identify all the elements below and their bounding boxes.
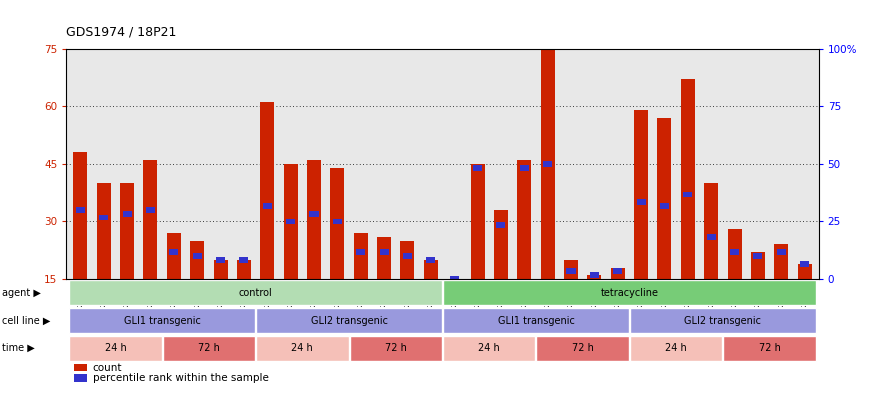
Bar — [377, 237, 391, 279]
Bar — [777, 249, 786, 255]
Bar — [286, 219, 296, 224]
Bar — [634, 110, 648, 279]
Bar — [427, 257, 435, 263]
Bar — [239, 257, 249, 263]
Bar — [69, 336, 162, 360]
Bar — [216, 257, 225, 263]
Bar — [190, 241, 204, 279]
Bar — [730, 249, 739, 255]
Text: GLI2 transgenic: GLI2 transgenic — [311, 315, 388, 326]
Bar — [283, 164, 297, 279]
Bar — [536, 336, 629, 360]
Text: agent ▶: agent ▶ — [2, 288, 41, 298]
Bar — [73, 375, 88, 382]
Text: 72 h: 72 h — [385, 343, 407, 353]
Bar — [143, 160, 158, 279]
Bar — [263, 203, 272, 209]
Text: 72 h: 72 h — [198, 343, 219, 353]
Bar — [494, 210, 508, 279]
Text: cell line ▶: cell line ▶ — [2, 315, 50, 326]
Text: tetracycline: tetracycline — [600, 288, 658, 298]
Bar — [564, 260, 578, 279]
Bar — [330, 168, 344, 279]
Bar — [471, 164, 485, 279]
Bar — [706, 234, 716, 240]
Text: percentile rank within the sample: percentile rank within the sample — [93, 373, 268, 383]
Bar — [613, 269, 622, 274]
Bar — [99, 215, 108, 220]
Text: GLI1 transgenic: GLI1 transgenic — [124, 315, 201, 326]
Bar — [704, 183, 718, 279]
Bar — [473, 165, 482, 171]
Bar — [69, 308, 255, 333]
Bar — [683, 192, 692, 197]
Bar — [356, 249, 366, 255]
Bar — [333, 219, 342, 224]
Bar — [660, 203, 669, 209]
Bar — [73, 364, 88, 371]
Bar — [96, 183, 111, 279]
Bar — [443, 280, 816, 305]
Bar — [496, 222, 505, 228]
Bar — [350, 336, 442, 360]
Text: 24 h: 24 h — [479, 343, 500, 353]
Bar — [681, 79, 695, 279]
Bar — [69, 280, 442, 305]
Bar — [800, 261, 809, 266]
Bar — [120, 183, 135, 279]
Bar — [354, 233, 368, 279]
Bar — [237, 260, 251, 279]
Bar — [636, 199, 646, 205]
Bar — [403, 253, 412, 259]
Bar — [797, 264, 812, 279]
Text: 24 h: 24 h — [291, 343, 313, 353]
Bar — [443, 308, 629, 333]
Bar — [517, 160, 531, 279]
Bar — [163, 336, 255, 360]
Bar — [146, 207, 155, 213]
Bar — [213, 260, 227, 279]
Bar — [566, 269, 575, 274]
Bar — [727, 229, 742, 279]
Bar — [73, 152, 88, 279]
Bar — [588, 275, 602, 279]
Bar — [450, 276, 458, 282]
Text: control: control — [239, 288, 273, 298]
Bar — [76, 207, 85, 213]
Bar — [589, 272, 599, 278]
Bar — [256, 336, 349, 360]
Bar — [630, 336, 722, 360]
Text: 72 h: 72 h — [572, 343, 594, 353]
Bar — [256, 308, 442, 333]
Bar — [723, 336, 816, 360]
Bar — [193, 253, 202, 259]
Bar — [400, 241, 414, 279]
Bar — [519, 165, 529, 171]
Bar — [774, 245, 789, 279]
Bar — [630, 308, 816, 333]
Bar — [750, 252, 765, 279]
Text: 24 h: 24 h — [666, 343, 687, 353]
Text: 24 h: 24 h — [104, 343, 127, 353]
Text: count: count — [93, 362, 122, 373]
Bar — [611, 268, 625, 279]
Bar — [753, 253, 763, 259]
Text: 72 h: 72 h — [758, 343, 781, 353]
Bar — [424, 260, 438, 279]
Bar — [543, 161, 552, 167]
Bar — [658, 118, 672, 279]
Bar — [310, 211, 319, 217]
Bar — [260, 102, 274, 279]
Bar — [380, 249, 389, 255]
Bar — [443, 336, 535, 360]
Text: GDS1974 / 18P21: GDS1974 / 18P21 — [66, 26, 177, 38]
Bar — [541, 49, 555, 279]
Text: GLI1 transgenic: GLI1 transgenic — [497, 315, 574, 326]
Text: GLI2 transgenic: GLI2 transgenic — [684, 315, 761, 326]
Bar — [169, 249, 179, 255]
Bar — [122, 211, 132, 217]
Bar — [167, 233, 181, 279]
Bar — [307, 160, 321, 279]
Text: time ▶: time ▶ — [2, 343, 35, 353]
